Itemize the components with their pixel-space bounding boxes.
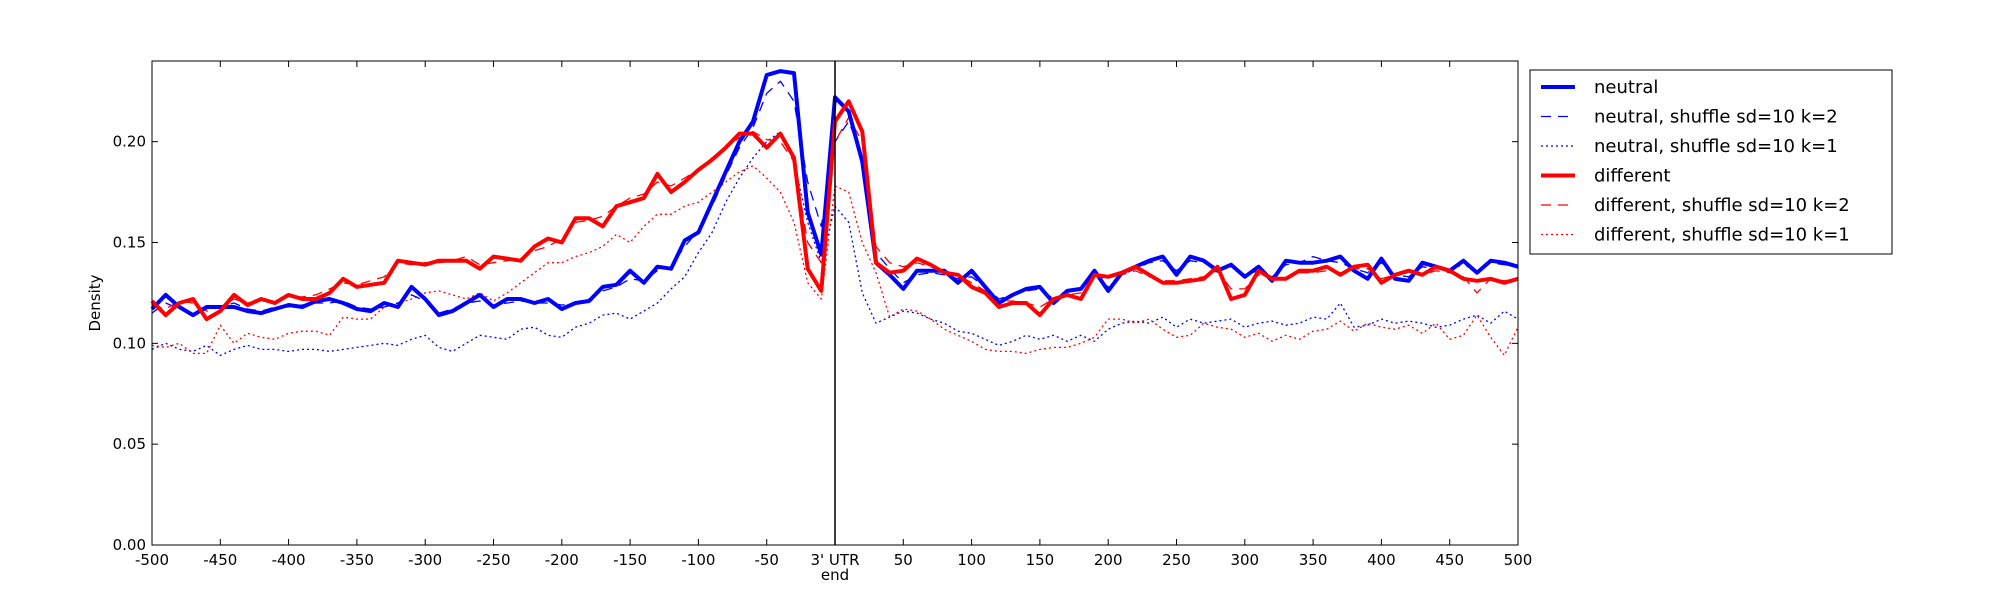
legend-label-5: different, shuffle sd=10 k=1 <box>1594 225 1850 246</box>
x-tick-label: 150 <box>1026 551 1055 569</box>
legend-label-0: neutral <box>1594 77 1658 98</box>
x-tick-label: -250 <box>476 551 510 569</box>
y-tick-label: 0.10 <box>113 334 146 352</box>
x-tick-label: -300 <box>408 551 442 569</box>
y-tick-label: 0.00 <box>113 536 146 554</box>
axes-layer: -500 -450 -400 -350 -300 -250 -200 -150 -100 -50 3… <box>113 61 1533 569</box>
legend-label-4: different, shuffle sd=10 k=2 <box>1594 195 1850 216</box>
y-tick-label: 0.05 <box>113 435 146 453</box>
x-tick-label: -400 <box>272 551 306 569</box>
x-tick-label: 300 <box>1230 551 1259 569</box>
frame-layer <box>151 60 1519 546</box>
x-tick-label: 500 <box>1504 551 1533 569</box>
x-tick-label: -200 <box>545 551 579 569</box>
x-tick-label: 3' UTR <box>811 551 860 569</box>
x-tick-label: -450 <box>203 551 237 569</box>
x-tick-label: 350 <box>1299 551 1328 569</box>
x-tick-label: 450 <box>1435 551 1464 569</box>
x-tick-label: 100 <box>957 551 986 569</box>
x-tick-label: 400 <box>1367 551 1396 569</box>
x-tick-label: -350 <box>340 551 374 569</box>
legend-items: neutral neutral, shuffle sd=10 k=2 neutral… <box>1541 77 1850 246</box>
y-tick-label: 0.15 <box>113 234 146 252</box>
x-tick-label: 250 <box>1162 551 1191 569</box>
y-axis-label: Density <box>86 274 104 331</box>
x-tick-label: -500 <box>135 551 169 569</box>
y-tick-label: 0.20 <box>113 133 146 151</box>
legend-label-3: different <box>1594 166 1670 187</box>
legend-label-1: neutral, shuffle sd=10 k=2 <box>1594 107 1838 128</box>
x-tick-label: -150 <box>613 551 647 569</box>
x-tick-label: 50 <box>894 551 913 569</box>
x-tick-label: 200 <box>1094 551 1123 569</box>
x-axis-label: end <box>821 566 849 584</box>
legend-label-2: neutral, shuffle sd=10 k=1 <box>1594 136 1838 157</box>
x-tick-label: -100 <box>681 551 715 569</box>
legend: neutral neutral, shuffle sd=10 k=2 neutral… <box>1529 69 1893 255</box>
x-tick-label: -50 <box>754 551 779 569</box>
legend-frame <box>1529 69 1893 255</box>
